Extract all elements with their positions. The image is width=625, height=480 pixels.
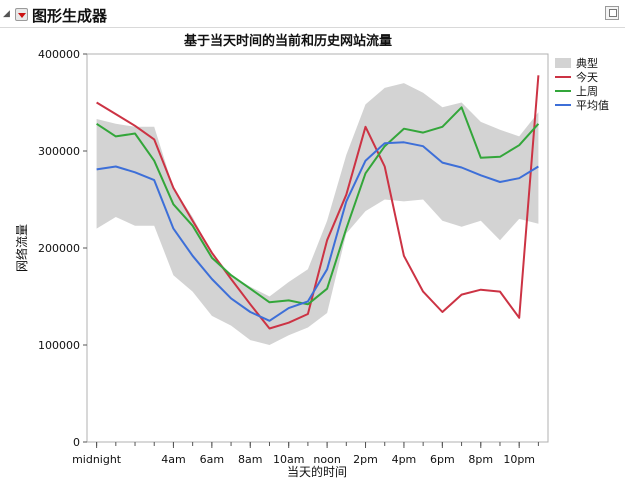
series-line-1 xyxy=(96,106,540,306)
pin-icon[interactable] xyxy=(605,6,619,20)
series-line-2 xyxy=(96,141,539,322)
window-header: ◢ 图形生成器 xyxy=(0,0,625,28)
x-tick-label: 10am xyxy=(273,453,304,466)
y-axis-label: 网络流量 xyxy=(14,224,29,272)
x-tick-label: 8pm xyxy=(468,453,493,466)
x-tick-label: 4am xyxy=(161,453,185,466)
x-tick-label: noon xyxy=(313,453,340,466)
series-lines-layer xyxy=(96,75,540,330)
y-tick-label: 300000 xyxy=(38,145,80,158)
y-tick-label: 100000 xyxy=(38,339,80,352)
x-tick-label: 2pm xyxy=(353,453,378,466)
x-tick-label: midnight xyxy=(72,453,122,466)
collapse-triangle-icon[interactable]: ◢ xyxy=(3,9,10,19)
legend-label-band: 典型 xyxy=(576,56,598,70)
y-axis: 0 100000 200000 300000 400000 xyxy=(38,48,87,449)
chart: 基于当天时间的当前和历史网站流量 0 100000 200000 300000 4000… xyxy=(14,33,609,479)
x-tick-label: 4pm xyxy=(392,453,417,466)
x-tick-label: 6pm xyxy=(430,453,455,466)
red-triangle-menu-icon[interactable] xyxy=(15,8,28,21)
typical-band xyxy=(96,83,539,345)
window-title: 图形生成器 xyxy=(32,7,108,25)
y-tick-label: 0 xyxy=(73,436,80,449)
legend-label-1: 上周 xyxy=(576,85,598,98)
x-axis-label: 当天的时间 xyxy=(287,464,347,479)
chart-title: 基于当天时间的当前和历史网站流量 xyxy=(183,33,392,49)
typical-band-layer xyxy=(96,83,539,345)
x-tick-label: 10pm xyxy=(503,453,535,466)
y-tick-label: 400000 xyxy=(38,48,80,61)
x-tick-label: 8am xyxy=(238,453,262,466)
x-tick-label: 6am xyxy=(200,453,224,466)
series-line-0 xyxy=(96,75,540,330)
x-axis: midnight 4am 6am 8am 10am noon 2pm 4pm 6pm 8pm 10p… xyxy=(72,442,539,466)
y-tick-label: 200000 xyxy=(38,242,80,255)
legend-label-0: 今天 xyxy=(576,70,598,84)
legend-label-2: 平均值 xyxy=(576,99,609,112)
legend-swatch-band xyxy=(555,58,571,68)
